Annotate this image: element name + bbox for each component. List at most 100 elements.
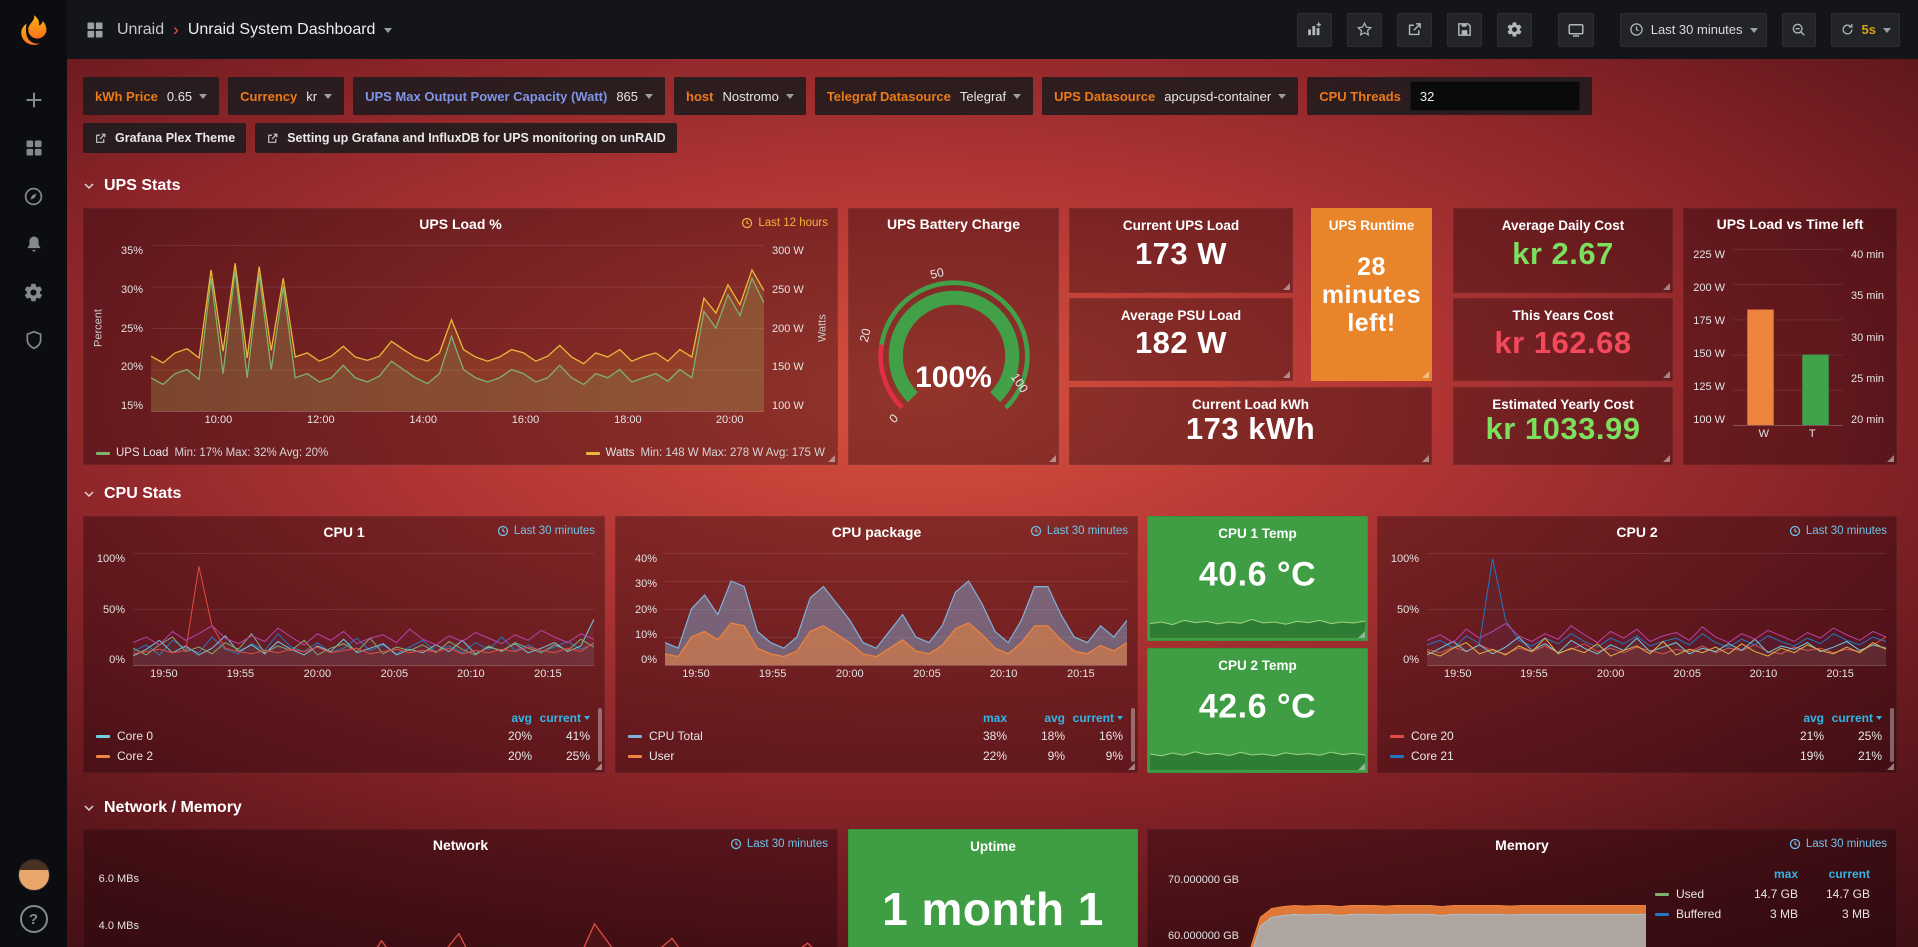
cpu1-graph[interactable]: 19:50 19:55 20:00 20:05 20:10 20:15: [133, 553, 594, 680]
legend-scrollbar[interactable]: [1890, 708, 1894, 762]
sidebar-item-explore[interactable]: [12, 174, 56, 218]
legend-series-user[interactable]: User: [628, 749, 949, 763]
legend-sort-avg[interactable]: avg: [511, 710, 532, 725]
refresh-picker[interactable]: 5s: [1830, 12, 1900, 47]
grafana-logo[interactable]: [14, 10, 54, 50]
dashboard-link-grafana-plex-theme[interactable]: Grafana Plex Theme: [83, 123, 247, 153]
panel-time-override[interactable]: Last 30 minutes: [730, 838, 828, 850]
panel-time-override[interactable]: Last 30 minutes: [497, 525, 595, 537]
variable-value-dropdown[interactable]: Nostromo: [722, 89, 794, 104]
stat-value: kr 2.67: [1512, 235, 1614, 271]
sidebar-item-configuration[interactable]: [12, 270, 56, 314]
memory-graph[interactable]: [1249, 864, 1646, 947]
legend-current-value: 41%: [565, 729, 590, 743]
legend-series-buffered[interactable]: Buffered: [1655, 907, 1726, 921]
zoom-out-time-button[interactable]: [1781, 12, 1816, 47]
star-dashboard-button[interactable]: [1346, 12, 1382, 47]
panel-title[interactable]: CPU 2 Temp: [1218, 658, 1297, 673]
legend-swatch: [1655, 912, 1669, 916]
legend-series-core20[interactable]: Core 20: [1390, 729, 1766, 743]
section-row-cpu-stats[interactable]: CPU Stats: [83, 485, 181, 503]
legend-series-core2[interactable]: Core 2: [96, 749, 474, 763]
y-axis-title-right: Watts: [816, 314, 829, 343]
cpu-threads-input[interactable]: [1409, 81, 1580, 111]
cpu-package-graph[interactable]: 19:50 19:55 20:00 20:05 20:10 20:15: [665, 553, 1127, 680]
panel-title[interactable]: Current UPS Load: [1122, 218, 1240, 233]
variable-label: host: [686, 88, 714, 104]
sidebar-item-dashboards[interactable]: [12, 126, 56, 170]
sidebar-item-create[interactable]: [12, 78, 56, 122]
panel-title[interactable]: Average Daily Cost: [1501, 218, 1625, 233]
network-graph[interactable]: [149, 864, 827, 947]
apps-grid-icon[interactable]: [85, 20, 105, 40]
time-range-picker[interactable]: Last 30 minutes: [1619, 12, 1767, 47]
sidebar-item-server-admin[interactable]: [12, 318, 56, 362]
panel-title[interactable]: Estimated Yearly Cost: [1492, 397, 1634, 412]
battery-gauge: 0 20 50 100 100%: [849, 243, 1058, 454]
legend-sort-current[interactable]: current: [532, 711, 590, 725]
legend-avg-value: 20%: [507, 729, 532, 743]
legend-series-cpu-total[interactable]: CPU Total: [628, 729, 949, 743]
dashboard-link-ups-monitoring-guide[interactable]: Setting up Grafana and InfluxDB for UPS …: [255, 123, 677, 153]
variable-value-dropdown[interactable]: apcupsd-container: [1164, 89, 1287, 104]
legend-current-value: 25%: [565, 749, 590, 763]
ups-vs-time-bars[interactable]: W T: [1733, 249, 1843, 440]
legend-row: User 22% 9% 9%: [628, 746, 1123, 766]
legend-series-core21[interactable]: Core 21: [1390, 749, 1766, 763]
panel-title[interactable]: Network: [432, 837, 489, 853]
explore-compass-icon: [24, 187, 43, 205]
panel-time-override[interactable]: Last 30 minutes: [1789, 525, 1887, 537]
legend-item-ups-load[interactable]: UPS Load Min: 17% Max: 32% Avg: 20%: [96, 447, 328, 459]
legend-sort-avg[interactable]: avg: [1803, 710, 1824, 725]
legend-sort-current[interactable]: current: [1828, 867, 1870, 881]
legend-series-used[interactable]: Used: [1655, 887, 1726, 901]
panel-title[interactable]: This Years Cost: [1512, 308, 1614, 323]
legend-avg-value: 20%: [507, 749, 532, 763]
legend-scrollbar[interactable]: [598, 708, 602, 762]
refresh-interval-label[interactable]: 5s: [1861, 22, 1876, 37]
variable-value-dropdown[interactable]: kr: [306, 89, 333, 104]
legend-series-core0[interactable]: Core 0: [96, 729, 474, 743]
panel-title[interactable]: UPS Load vs Time left: [1716, 216, 1864, 232]
panel-title[interactable]: Memory: [1495, 837, 1549, 853]
breadcrumb-dashboard[interactable]: Unraid System Dashboard: [187, 20, 376, 38]
breadcrumb-folder[interactable]: Unraid: [117, 20, 165, 38]
section-row-ups-stats[interactable]: UPS Stats: [83, 177, 180, 195]
section-row-network-memory[interactable]: Network / Memory: [83, 799, 242, 817]
panel-time-override[interactable]: Last 30 minutes: [1789, 838, 1887, 850]
variable-value-dropdown[interactable]: 865: [616, 89, 654, 104]
dashboard-picker-caret-icon[interactable]: [384, 27, 393, 37]
panel-title[interactable]: CPU 1 Temp: [1218, 526, 1297, 541]
variable-value-dropdown[interactable]: Telegraf: [960, 89, 1022, 104]
panel-legend: avg current Core 0 20% 41% Core 2 20% 25…: [96, 709, 590, 766]
cycle-view-mode-button[interactable]: [1557, 12, 1594, 47]
panel-title[interactable]: UPS Runtime: [1328, 218, 1415, 233]
panel-title[interactable]: UPS Battery Charge: [886, 216, 1021, 232]
panel-time-override[interactable]: Last 30 minutes: [1030, 525, 1128, 537]
user-avatar[interactable]: [17, 859, 50, 891]
panel-title[interactable]: CPU package: [831, 524, 922, 540]
panel-time-override[interactable]: Last 12 hours: [741, 217, 828, 229]
add-panel-button[interactable]: [1296, 12, 1332, 47]
legend-sort-avg[interactable]: avg: [1044, 710, 1065, 725]
legend-scrollbar[interactable]: [1131, 708, 1135, 762]
legend-sort-max[interactable]: max: [982, 710, 1007, 725]
panel-title[interactable]: CPU 2: [1616, 524, 1658, 540]
sidebar-item-alerting[interactable]: [12, 222, 56, 266]
dashboard-settings-button[interactable]: [1496, 12, 1532, 47]
panel-title[interactable]: CPU 1: [323, 524, 365, 540]
help-icon[interactable]: ?: [19, 905, 48, 933]
panel-title[interactable]: Uptime: [970, 839, 1016, 854]
cpu2-graph[interactable]: 19:50 19:55 20:00 20:05 20:10 20:15: [1427, 553, 1886, 680]
variable-value-dropdown[interactable]: 0.65: [167, 89, 208, 104]
legend-sort-current[interactable]: current: [1065, 711, 1123, 725]
save-dashboard-button[interactable]: [1446, 12, 1482, 47]
panel-title[interactable]: UPS Load %: [419, 216, 502, 232]
legend-sort-current[interactable]: current: [1824, 711, 1882, 725]
ups-load-graph[interactable]: 10:00 12:00 14:00 16:00 18:00 20:00: [151, 245, 764, 426]
legend-item-watts[interactable]: Watts Min: 148 W Max: 278 W Avg: 175 W: [585, 447, 825, 459]
share-dashboard-button[interactable]: [1396, 12, 1432, 47]
panel-title[interactable]: Current Load kWh: [1192, 397, 1309, 412]
legend-sort-max[interactable]: max: [1773, 867, 1798, 881]
panel-title[interactable]: Average PSU Load: [1120, 308, 1242, 323]
